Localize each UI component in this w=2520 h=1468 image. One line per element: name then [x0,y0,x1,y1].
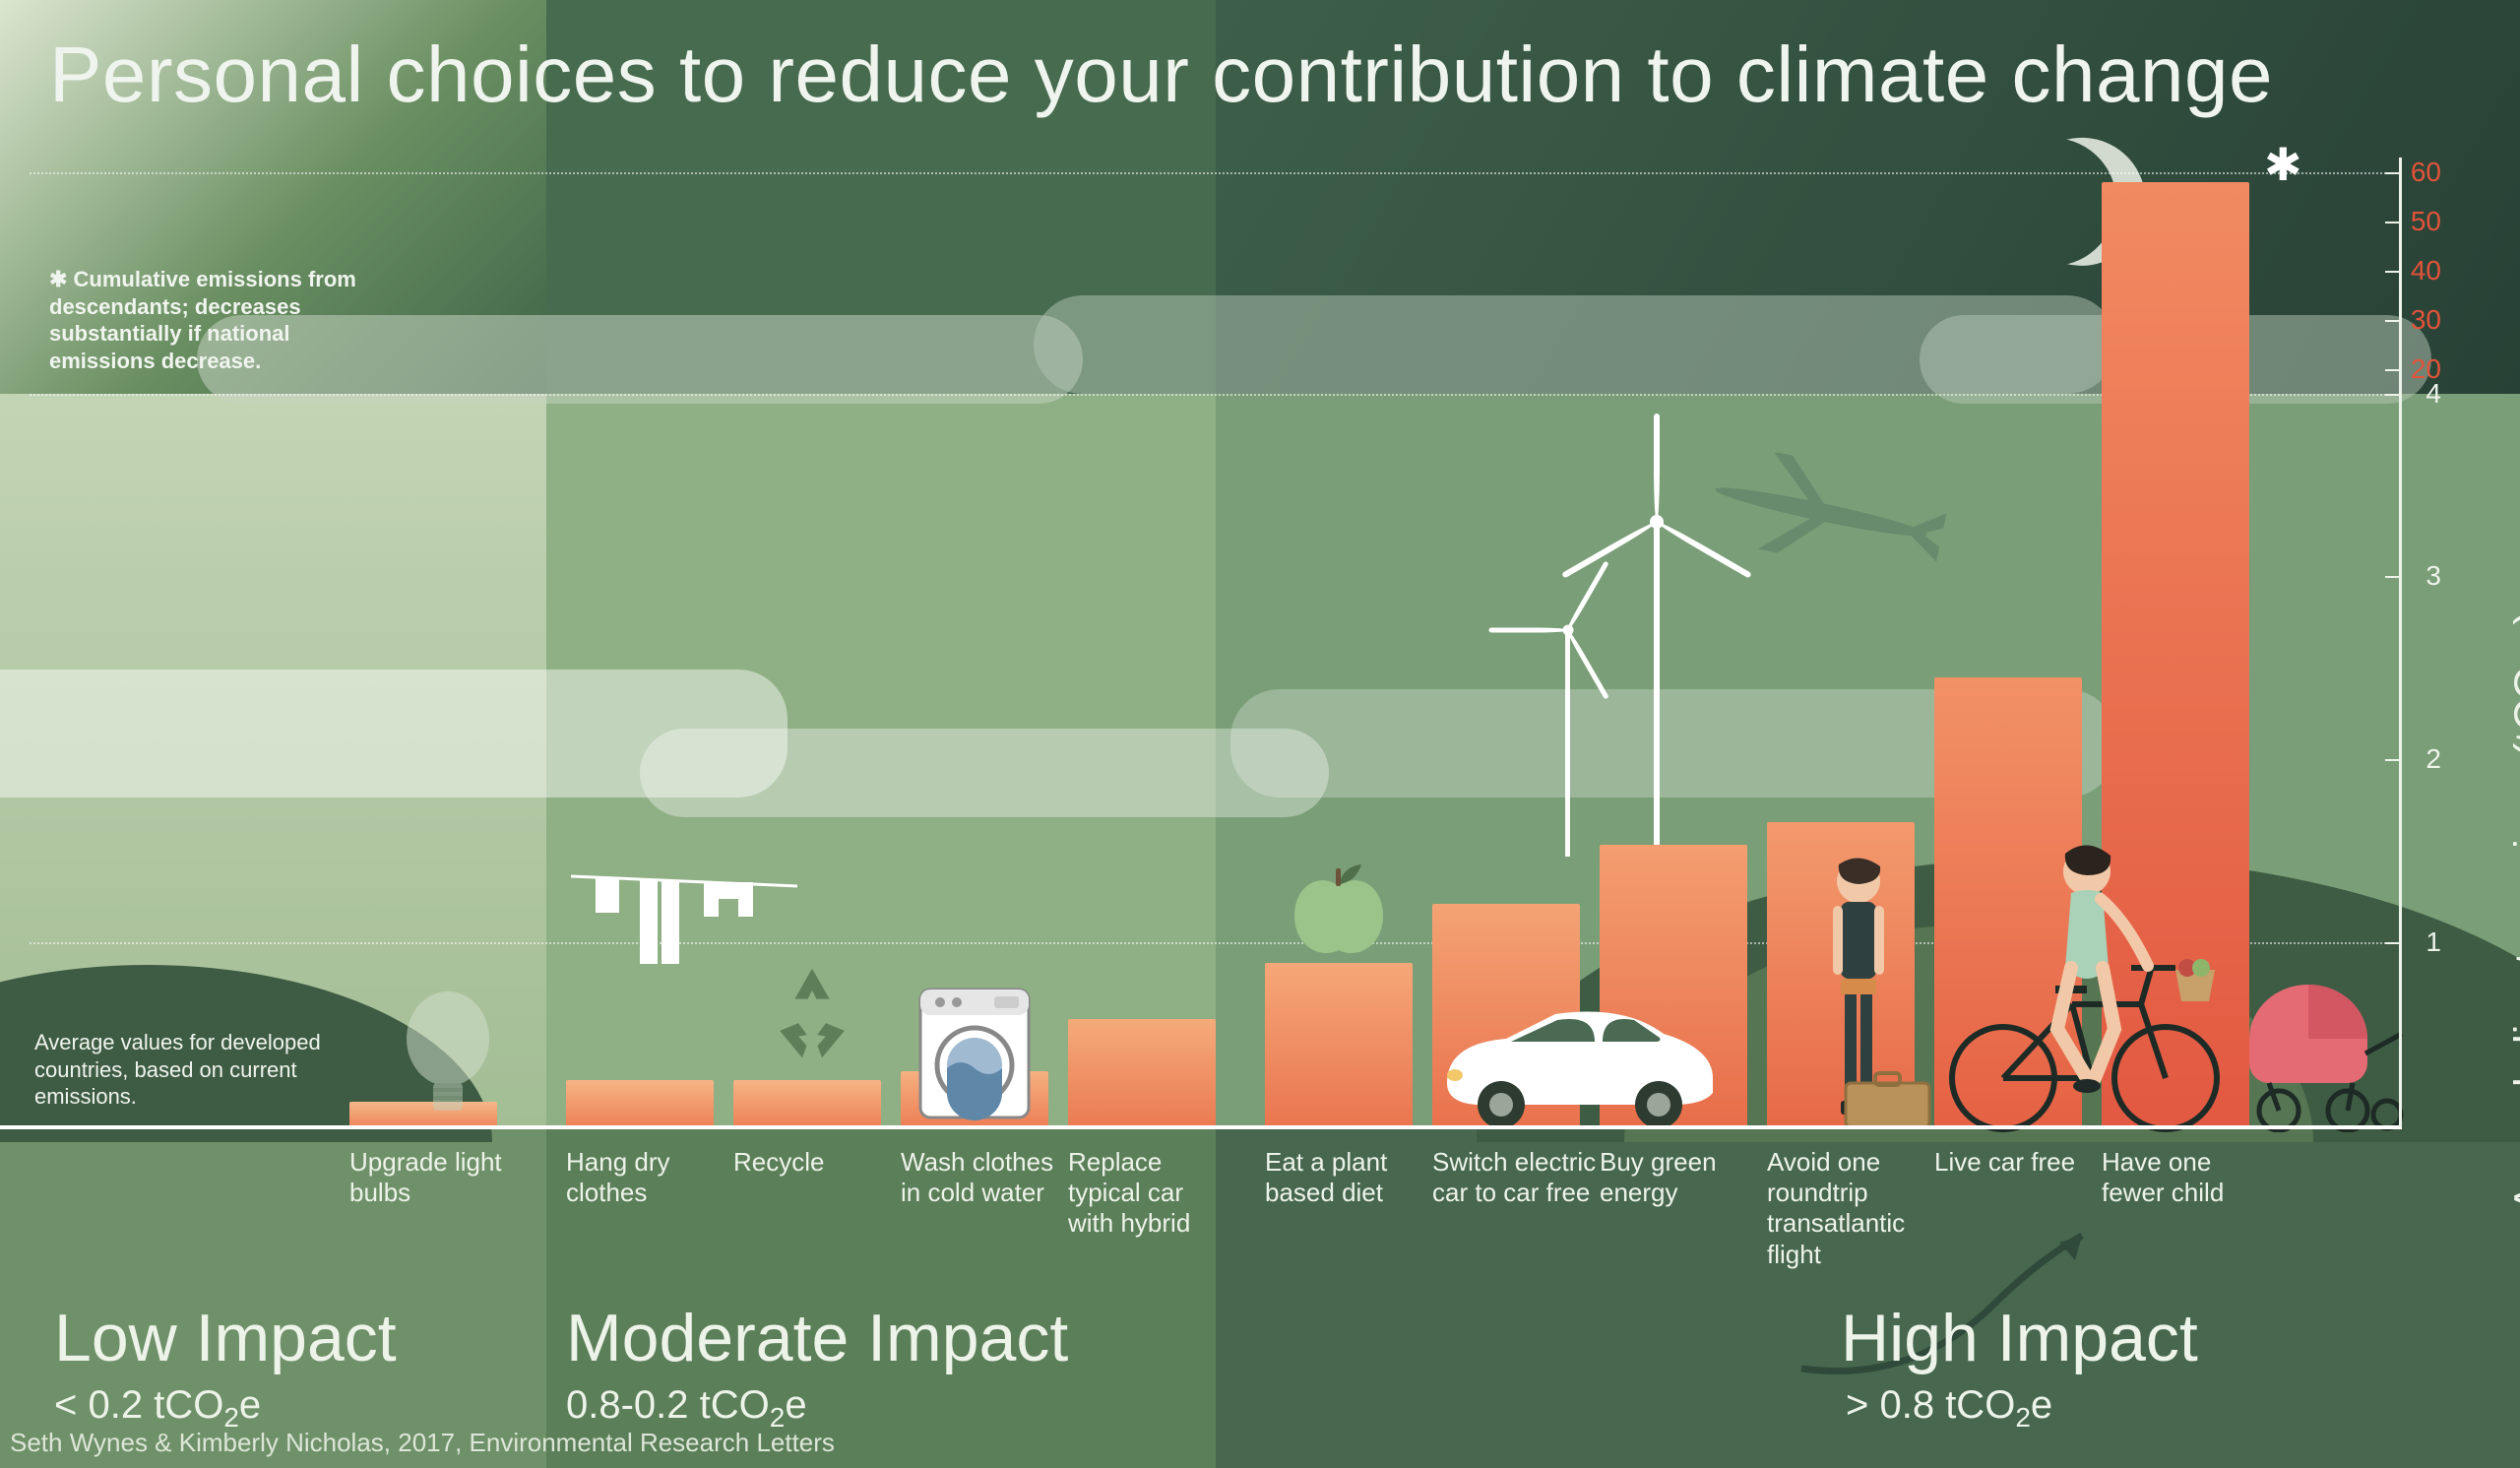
gridline [30,172,2402,174]
bar-label-0: Upgrade light bulbs [349,1147,517,1208]
baby-pram-icon [2239,985,2417,1137]
y-tick [2385,576,2399,578]
bar-2 [733,1080,881,1125]
bar-label-1: Hang dry clothes [566,1147,733,1208]
y-tick-label: 1 [2426,926,2441,958]
y-axis-label: Annual climate savings (tCO₂e) [2505,610,2520,1212]
asterisk-marker: ✱ [2264,138,2302,191]
category-high-title: High Impact [1841,1300,2198,1376]
apple-icon [1285,857,1393,955]
bar-label-10: Have one fewer child [2102,1147,2269,1208]
y-tick-label: 40 [2411,255,2441,287]
person-cycling-icon [1939,842,2235,1142]
chart-title: Personal choices to reduce your contribu… [49,30,2422,120]
infographic-canvas: 12342030405060 Annual climate savings (t… [0,0,2520,1468]
bar-label-2: Recycle [733,1147,901,1178]
y-axis-line [2399,158,2402,1127]
y-tick [2385,394,2399,396]
baseline-axis [0,1125,2402,1129]
footnote-text: ✱ Cumulative emissions from descendants;… [49,266,364,374]
bar-label-5: Eat a plant based diet [1265,1147,1432,1208]
y-tick [2385,369,2399,371]
y-tick [2385,759,2399,761]
y-tick-label: 50 [2411,206,2441,237]
y-tick-label: 2 [2426,743,2441,775]
cloud-mid-2-icon [640,729,1329,817]
bar-1 [566,1080,714,1125]
bar-5 [1265,963,1413,1125]
y-tick-label: 30 [2411,304,2441,336]
y-tick-label: 20 [2411,353,2441,385]
y-tick-label: 60 [2411,157,2441,188]
recycle-icon [758,960,866,1068]
y-tick [2385,271,2399,273]
washing-machine-icon [915,985,1034,1127]
category-moderate-sub: 0.8-0.2 tCO2e [566,1383,807,1434]
category-moderate-title: Moderate Impact [566,1300,1068,1376]
bar-label-9: Live car free [1934,1147,2102,1178]
y-tick-label: 3 [2426,560,2441,592]
category-low-title: Low Impact [54,1300,397,1376]
bar-4 [1068,1019,1216,1125]
bar-label-8: Avoid one roundtrip transatlantic flight [1767,1147,1934,1270]
bar-label-4: Replace typical car with hybrid [1068,1147,1235,1240]
bar-label-3: Wash clothes in cold water [901,1147,1068,1208]
airplane-icon [1693,453,1949,571]
y-tick [2385,222,2399,223]
y-tick [2385,172,2399,174]
category-low-sub: < 0.2 tCO2e [54,1383,261,1434]
y-tick [2385,320,2399,322]
bar-label-7: Buy green energy [1600,1147,1767,1208]
lightbulb-icon [394,989,502,1132]
gridline [30,394,2402,396]
y-tick [2385,942,2399,944]
bar-label-6: Switch electric car to car free [1432,1147,1600,1208]
average-note: Average values for developed countries, … [34,1029,340,1111]
category-high-sub: > 0.8 tCO2e [1846,1383,2052,1434]
car-icon [1427,994,1723,1137]
